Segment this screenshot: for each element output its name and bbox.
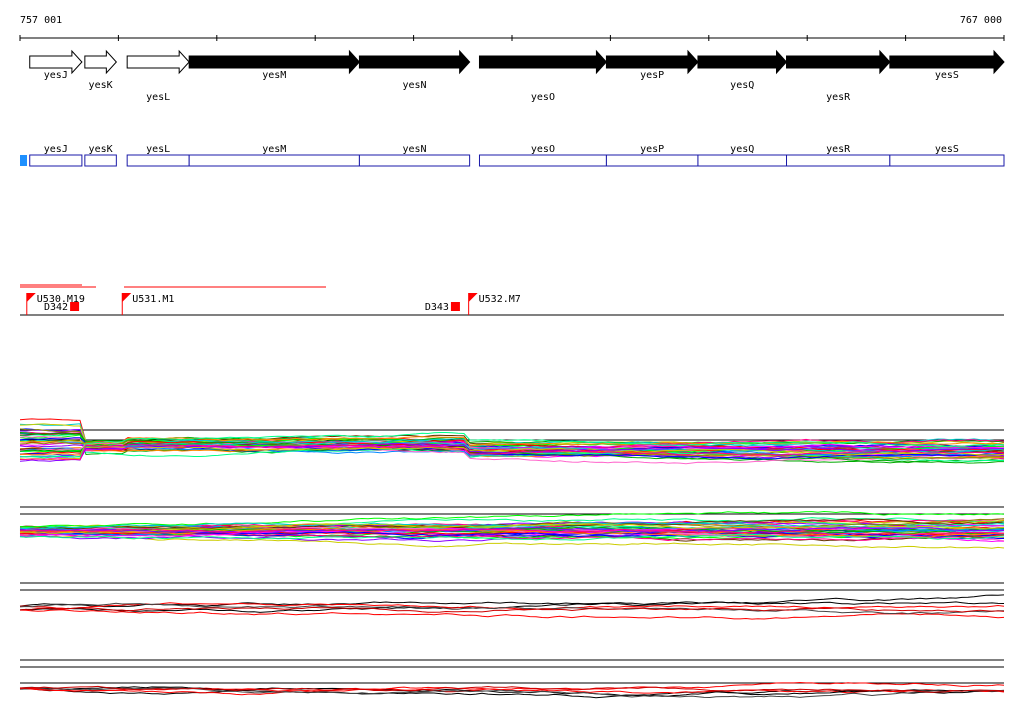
expression-line — [19, 602, 1005, 615]
box-label: D343 — [425, 302, 449, 313]
expression-track-2 — [19, 506, 1005, 549]
expression-line — [19, 681, 1005, 696]
gene-box-yesO[interactable] — [478, 154, 607, 167]
expression-line — [19, 518, 1005, 530]
gene-arrow-label: yesJ — [44, 70, 68, 81]
expression-line — [19, 440, 1005, 458]
gene-box-track: yesJ yesK yesL yesM yesN yesO yesP yesQ yesR yesS — [29, 144, 1005, 167]
gene-arrow-label: yesM — [262, 70, 286, 81]
expression-track-3 — [19, 582, 1005, 620]
gene-box-label: yesM — [262, 144, 286, 155]
box-marker[interactable] — [70, 302, 80, 311]
gene-arrow-label: yesP — [640, 70, 664, 81]
gene-box-yesM[interactable] — [188, 154, 360, 167]
gene-box-yesJ[interactable] — [29, 154, 83, 167]
expression-line — [19, 687, 1005, 697]
gene-box-label: yesQ — [730, 144, 754, 155]
expression-line — [20, 432, 1005, 459]
gene-arrow-label: yesK — [89, 80, 113, 91]
gene-box-label: yesJ — [44, 144, 68, 155]
flag-label: U531.M1 — [132, 294, 174, 305]
gene-box-label: yesR — [826, 144, 851, 155]
gene-box-label: yesL — [146, 144, 170, 155]
expression-line — [19, 609, 1005, 620]
expression-track-4 — [19, 659, 1005, 699]
gene-box-yesS[interactable] — [889, 154, 1005, 167]
gene-arrow-label: yesN — [402, 80, 426, 91]
expression-line — [19, 527, 1005, 536]
gene-box-label: yesS — [935, 144, 959, 155]
gene-arrow-yesL[interactable] — [126, 49, 190, 75]
gene-arrow-label: yesL — [146, 92, 170, 103]
gene-arrow-yesS[interactable] — [889, 49, 1005, 75]
expression-line — [19, 534, 1005, 549]
expression-line — [19, 446, 1005, 461]
gene-box-label: yesP — [640, 144, 664, 155]
expression-line — [19, 444, 1005, 461]
gene-arrow-yesN[interactable] — [358, 49, 471, 75]
ruler-end-label: 767 000 — [960, 15, 1002, 26]
gene-arrow-yesK[interactable] — [84, 49, 118, 75]
expression-line — [19, 526, 1005, 533]
flag-icon[interactable] — [26, 293, 36, 302]
ruler-ticks — [19, 35, 1005, 41]
expression-line — [19, 436, 1005, 456]
expression-track-1 — [19, 418, 1005, 465]
gene-arrow-yesQ[interactable] — [697, 49, 788, 75]
expression-line — [19, 528, 1005, 538]
expression-line — [19, 532, 1005, 542]
box-label: D342 — [44, 302, 68, 313]
expression-line — [19, 533, 1005, 541]
gene-box-yesL[interactable] — [126, 154, 190, 167]
gene-arrow-yesP[interactable] — [605, 49, 699, 75]
gene-box-label: yesO — [531, 144, 555, 155]
flag-label: U532.M7 — [479, 294, 521, 305]
gene-arrow-yesM[interactable] — [188, 49, 361, 75]
gene-box-label: yesK — [89, 144, 113, 155]
gene-arrow-track: yesJ yesK yesL yesM yesN yesO yesP yesQ yesR yesS — [29, 49, 1005, 103]
expression-line — [19, 606, 1005, 613]
ruler-start-label: 757 001 — [20, 15, 62, 26]
expression-line — [19, 510, 1005, 528]
expression-line — [19, 594, 1005, 608]
flag-label: U530.M19 — [37, 294, 85, 305]
expression-line — [19, 686, 1005, 699]
gene-box-yesR[interactable] — [786, 154, 891, 167]
gene-box-yesN[interactable] — [358, 154, 471, 167]
flag-icon[interactable] — [122, 293, 132, 302]
expression-line — [19, 524, 1005, 538]
box-marker[interactable] — [450, 302, 460, 311]
gene-arrow-label: yesQ — [730, 80, 754, 91]
gene-arrow-label: yesO — [531, 92, 555, 103]
gene-arrow-yesR[interactable] — [786, 49, 891, 75]
position-marker[interactable] — [20, 155, 27, 166]
gene-box-yesK[interactable] — [84, 154, 117, 167]
gene-arrow-yesO[interactable] — [478, 49, 608, 75]
gene-arrow-label: yesR — [826, 92, 851, 103]
gene-box-yesP[interactable] — [605, 154, 699, 167]
flag-icon[interactable] — [468, 293, 478, 302]
gene-box-label: yesN — [402, 144, 426, 155]
gene-box-yesQ[interactable] — [697, 154, 788, 167]
gene-arrow-label: yesS — [935, 70, 959, 81]
expression-line — [19, 685, 1005, 693]
gene-arrow-yesJ[interactable] — [29, 49, 83, 75]
